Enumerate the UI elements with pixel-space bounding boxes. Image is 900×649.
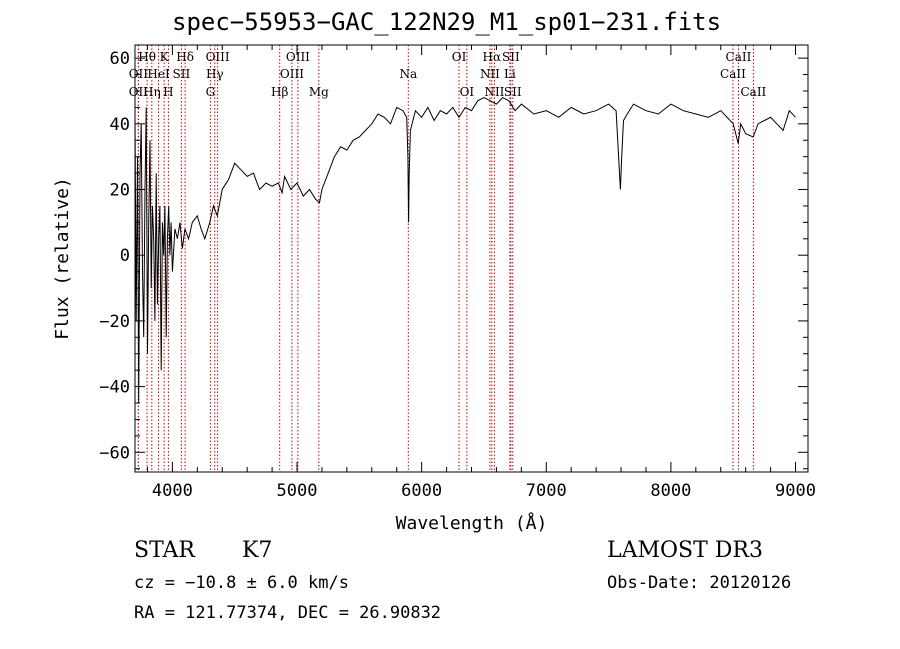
line-label-14: Hβ	[271, 85, 288, 99]
survey-name: LAMOST DR3	[607, 538, 763, 563]
emission-line-markers	[137, 45, 754, 472]
line-label-26: CaII	[720, 67, 746, 81]
y-axis-label: Flux (relative)	[52, 177, 73, 340]
line-label-27: CaII	[740, 85, 766, 99]
x-axis-label: Wavelength (Å)	[396, 512, 548, 534]
x-tick-label-5: 9000	[775, 481, 816, 501]
line-label-4: HeI	[147, 67, 170, 81]
line-label-1: OII	[129, 67, 149, 81]
line-label-7: SII	[173, 67, 191, 81]
line-label-10: Hγ	[206, 67, 224, 81]
y-tick-label-0: −60	[99, 443, 130, 463]
line-label-13: OIII	[280, 67, 304, 81]
line-label-24: SII	[504, 85, 522, 99]
ra-dec-coordinates: RA = 121.77374, DEC = 26.90832	[134, 603, 442, 623]
y-tick-label-5: 40	[110, 115, 130, 135]
chart-title: spec−55953−GAC_122N29_M1_sp01−231.fits	[172, 8, 722, 36]
line-label-25: CaII	[726, 50, 752, 64]
line-label-16: Na	[399, 67, 417, 81]
line-label-0: Hθ	[138, 50, 156, 64]
line-label-17: OI	[452, 50, 467, 64]
y-tick-label-1: −40	[99, 378, 130, 398]
x-tick-label-3: 7000	[526, 481, 567, 501]
line-label-3: K	[160, 50, 170, 64]
line-label-20: SII	[502, 50, 520, 64]
y-tick-label-3: 0	[120, 246, 130, 266]
line-label-19: Hα	[483, 50, 502, 64]
x-tick-label-2: 6000	[401, 481, 442, 501]
spectral-subclass: K7	[242, 538, 273, 563]
flux-series-line	[134, 96, 796, 404]
line-label-15: Mg	[309, 85, 329, 99]
x-axis-ticks: 4000 5000 6000 7000 8000 9000	[146, 45, 816, 501]
line-label-12: OIII	[286, 50, 310, 64]
x-tick-label-0: 4000	[152, 481, 193, 501]
y-tick-label-4: 20	[110, 181, 130, 201]
x-tick-label-1: 5000	[277, 481, 318, 501]
line-label-6: Hδ	[176, 50, 194, 64]
line-label-22: Li	[504, 67, 516, 81]
line-label-18: OI	[460, 85, 475, 99]
observation-date: Obs-Date: 20120126	[607, 573, 792, 593]
line-label-11: G	[206, 85, 216, 99]
y-tick-label-2: −20	[99, 312, 130, 332]
line-label-2: OII	[129, 85, 149, 99]
y-axis-ticks: −60 −40 −20 0 20 40 60	[99, 49, 808, 470]
line-label-5: Hη	[143, 85, 161, 99]
line-label-23: NII	[484, 85, 504, 99]
plot-frame	[134, 44, 809, 473]
line-label-9: OIII	[206, 50, 230, 64]
x-tick-label-4: 8000	[650, 481, 691, 501]
redshift-velocity: cz = −10.8 ± 6.0 km/s	[134, 573, 349, 593]
line-label-8: H	[163, 85, 173, 99]
line-label-21: NII	[480, 67, 500, 81]
y-tick-label-6: 60	[110, 49, 130, 69]
object-class: STAR	[134, 538, 195, 563]
